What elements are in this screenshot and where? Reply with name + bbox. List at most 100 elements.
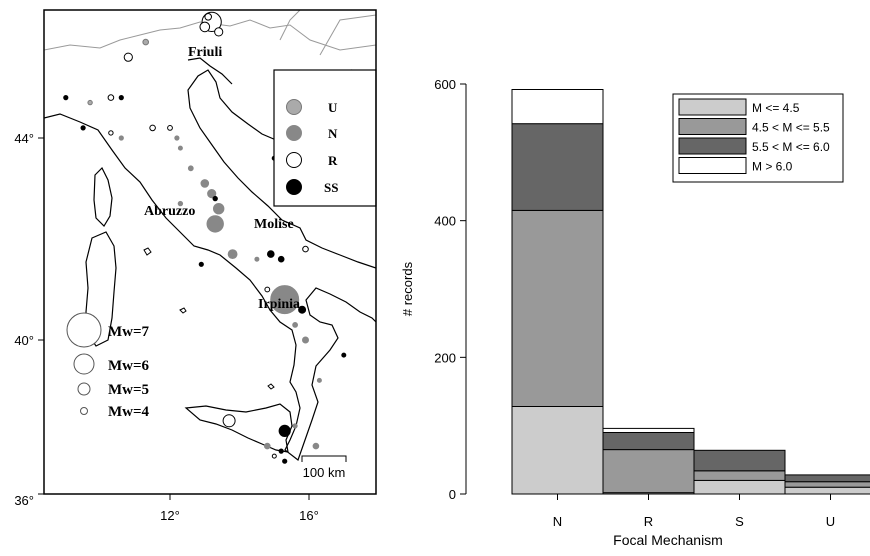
chart-legend: M <= 4.5 4.5 < M <= 5.5 5.5 < M <= 6.0 M > … [672, 93, 844, 183]
island [179, 307, 187, 314]
x-tick-label: S [735, 514, 744, 529]
corsica-coast [93, 166, 113, 227]
bar-segment-s-0 [693, 479, 786, 495]
mw5-label: Mw=5 [108, 382, 149, 398]
x-axis-label: Focal Mechanism [613, 532, 723, 548]
event-marker-n [177, 200, 184, 207]
bar-segment-r-2 [602, 432, 695, 451]
bar-segment-n-0 [511, 406, 604, 495]
event-marker-r [264, 286, 271, 293]
lat-label-44: 44° [14, 131, 34, 146]
sicily-coast [184, 403, 293, 453]
border-line [319, 14, 376, 56]
event-marker-r [271, 453, 277, 459]
event-marker-r [204, 12, 212, 21]
event-marker-r [107, 94, 115, 101]
bar-segment-r-1 [602, 449, 695, 494]
y-axis-label: # records [400, 261, 415, 316]
scale-bar-label: 100 km [303, 465, 346, 480]
bar-segment-n-1 [511, 209, 604, 407]
event-marker-r [123, 52, 133, 62]
event-marker-ss [282, 458, 288, 464]
mw5-marker [77, 382, 91, 396]
bar-segment-s-2 [693, 449, 786, 472]
event-marker-n [292, 423, 298, 429]
y-tick-label: 600 [434, 77, 456, 92]
event-marker-ss [63, 95, 69, 101]
border-line [279, 10, 301, 41]
coastline [187, 69, 376, 269]
event-marker-n [207, 189, 217, 199]
legend-swatch [678, 157, 747, 174]
x-tick-label: N [553, 514, 562, 529]
mechanism-legend: U N R SS [273, 69, 377, 207]
region-label-abruzzo: Abruzzo [144, 204, 195, 219]
legend-label-ss: SS [324, 180, 338, 195]
lon-label-16: 16° [299, 508, 319, 523]
legend-entry-label: 5.5 < M <= 6.0 [752, 140, 830, 154]
legend-marker-u [286, 99, 302, 115]
lat-label-40: 40° [14, 333, 34, 348]
event-marker-u [87, 99, 93, 106]
event-marker-r [222, 414, 236, 428]
coastline [187, 57, 233, 85]
legend-entry-label: M <= 4.5 [752, 101, 800, 115]
magnitude-legend: Mw=7 Mw=6 Mw=5 Mw=4 [66, 312, 150, 420]
bar-segment-n-2 [511, 123, 604, 211]
event-marker-r [167, 125, 173, 131]
event-marker-ss [212, 195, 218, 202]
event-marker-n [254, 256, 260, 262]
legend-entry-label: M > 6.0 [752, 160, 793, 174]
event-marker-ss [278, 448, 284, 454]
event-marker-n [200, 179, 210, 188]
bar-segment-r-3 [602, 427, 695, 433]
event-marker-ss [118, 95, 124, 101]
scale-bar-line [301, 455, 347, 462]
event-marker-u [142, 38, 149, 46]
mw7-label: Mw=7 [108, 324, 150, 340]
region-label-friuli: Friuli [188, 45, 222, 60]
border-line [44, 19, 376, 51]
island [143, 247, 152, 256]
y-tick-label: 0 [449, 487, 456, 502]
event-marker-ss [80, 125, 86, 131]
event-marker-n [316, 377, 322, 383]
mw6-marker [73, 353, 95, 375]
map-events [63, 11, 347, 464]
bar-plot [511, 89, 870, 495]
bar-segment-u-0 [784, 486, 870, 495]
legend-label-u: U [328, 100, 338, 115]
legend-swatch [678, 137, 747, 155]
map-panel: Friuli Abruzzo Molise Irpinia U N R SS M… [14, 9, 377, 523]
event-marker-r [149, 124, 156, 132]
lon-label-12: 12° [160, 508, 180, 523]
y-tick-label: 400 [434, 214, 456, 229]
map-frame [43, 9, 377, 495]
scale-bar: 100 km [301, 455, 347, 480]
event-marker-n [177, 145, 183, 151]
event-marker-n [187, 165, 194, 172]
bar-segment-n-3 [511, 89, 604, 125]
map-lines [44, 10, 376, 461]
mw4-label: Mw=4 [108, 404, 150, 420]
event-marker-n [213, 219, 224, 229]
event-marker-r [302, 245, 309, 253]
bar-segment-u-1 [784, 481, 870, 488]
legend-marker-r [286, 152, 302, 168]
legend-label-n: N [328, 126, 338, 141]
event-marker-ss [267, 250, 275, 258]
legend-entry-label: 4.5 < M <= 5.5 [752, 121, 830, 135]
event-marker-r [199, 21, 211, 33]
event-marker-n [287, 300, 296, 309]
map-ticks [38, 137, 310, 500]
mw4-marker [80, 407, 88, 415]
legend-swatch [678, 118, 747, 135]
legend-label-r: R [328, 153, 338, 168]
event-marker-ss [277, 255, 285, 263]
legend-marker-ss [286, 179, 302, 195]
event-marker-ss [298, 305, 307, 314]
mw7-marker [66, 312, 102, 348]
event-marker-r [214, 27, 224, 37]
